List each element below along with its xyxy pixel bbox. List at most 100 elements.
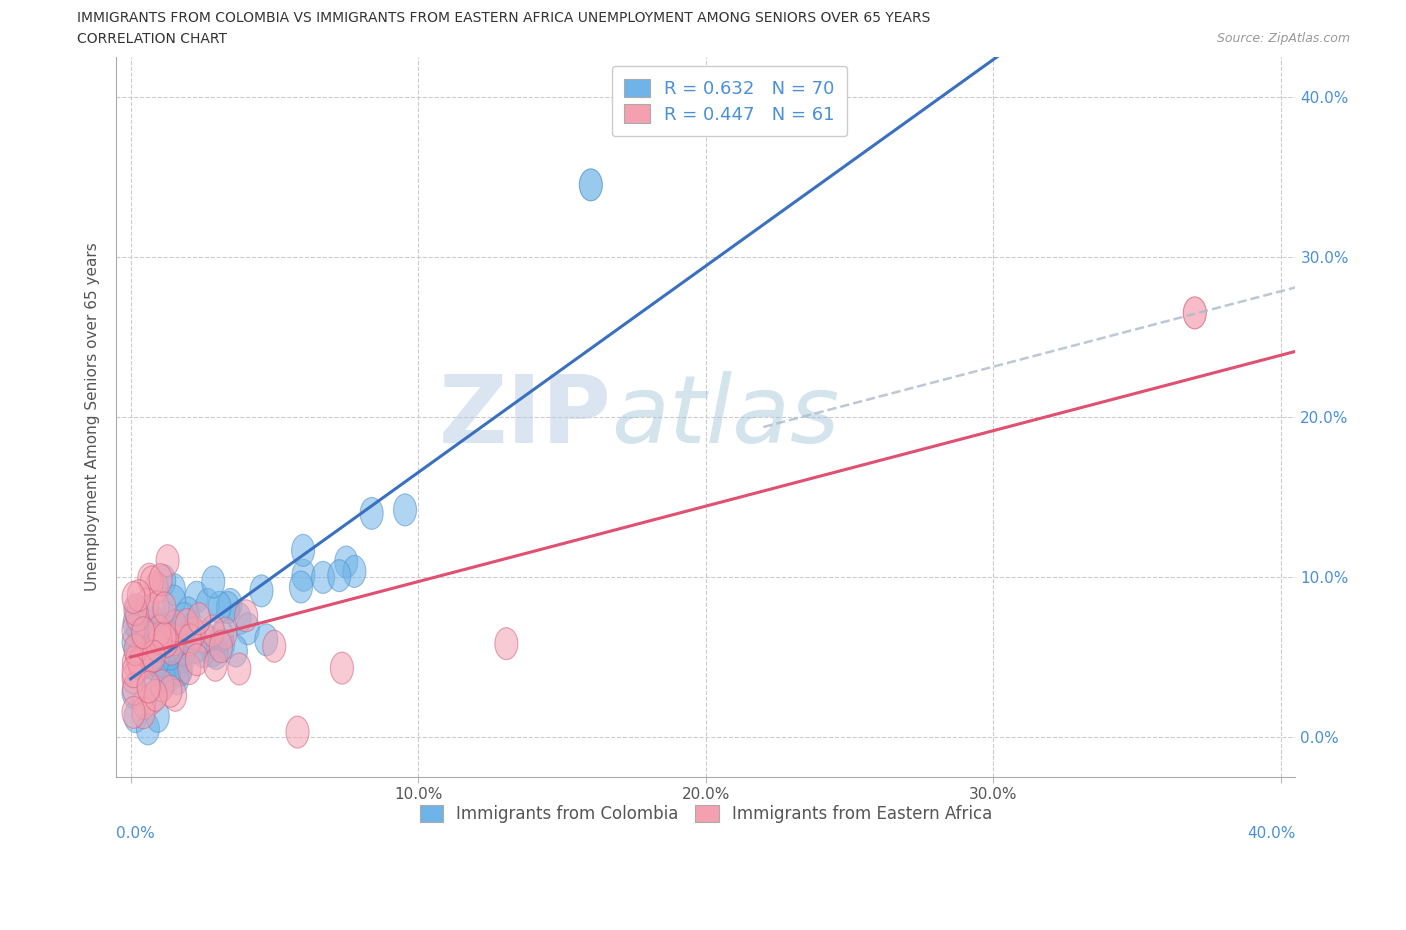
Ellipse shape [146,591,169,623]
Ellipse shape [145,631,169,662]
Ellipse shape [159,621,181,653]
Ellipse shape [124,607,146,639]
Ellipse shape [177,653,201,684]
Ellipse shape [127,642,149,674]
Ellipse shape [173,634,195,666]
Ellipse shape [291,535,315,566]
Y-axis label: Unemployment Among Seniors over 65 years: Unemployment Among Seniors over 65 years [86,243,100,591]
Ellipse shape [142,648,166,680]
Ellipse shape [136,588,159,620]
Ellipse shape [127,609,149,642]
Ellipse shape [176,597,200,629]
Ellipse shape [180,613,204,645]
Ellipse shape [290,571,312,603]
Ellipse shape [163,631,187,663]
Ellipse shape [201,566,225,598]
Ellipse shape [335,546,357,578]
Ellipse shape [122,581,145,614]
Ellipse shape [125,600,149,631]
Ellipse shape [228,603,252,634]
Text: Source: ZipAtlas.com: Source: ZipAtlas.com [1216,32,1350,45]
Ellipse shape [394,494,416,525]
Ellipse shape [129,635,152,668]
Ellipse shape [149,564,172,595]
Ellipse shape [149,623,172,655]
Ellipse shape [132,697,155,729]
Ellipse shape [201,615,225,647]
Ellipse shape [143,606,166,638]
Ellipse shape [141,566,163,598]
Ellipse shape [191,620,215,653]
Ellipse shape [201,635,224,667]
Ellipse shape [167,635,191,667]
Ellipse shape [143,679,167,711]
Ellipse shape [183,618,205,649]
Ellipse shape [166,663,188,695]
Ellipse shape [330,652,353,684]
Ellipse shape [136,622,160,654]
Ellipse shape [128,647,150,680]
Ellipse shape [138,671,160,703]
Ellipse shape [155,625,179,658]
Legend: Immigrants from Colombia, Immigrants from Eastern Africa: Immigrants from Colombia, Immigrants fro… [409,795,1002,833]
Ellipse shape [153,591,176,624]
Ellipse shape [254,624,278,656]
Ellipse shape [219,589,242,620]
Ellipse shape [292,559,315,591]
Ellipse shape [145,571,167,604]
Ellipse shape [153,622,176,654]
Ellipse shape [146,645,169,677]
Ellipse shape [217,591,239,624]
Ellipse shape [153,665,177,697]
Ellipse shape [152,660,176,693]
Ellipse shape [176,608,198,641]
Ellipse shape [153,565,176,597]
Ellipse shape [198,626,222,658]
Ellipse shape [173,603,195,634]
Ellipse shape [228,653,250,684]
Ellipse shape [135,595,159,627]
Ellipse shape [160,633,183,665]
Ellipse shape [138,641,160,672]
Ellipse shape [186,581,208,613]
Ellipse shape [157,631,181,663]
Ellipse shape [128,579,150,612]
Ellipse shape [250,575,273,607]
Ellipse shape [236,613,259,644]
Ellipse shape [146,700,169,733]
Text: atlas: atlas [612,371,839,462]
Ellipse shape [285,716,309,748]
Ellipse shape [156,545,179,577]
Ellipse shape [124,700,148,733]
Ellipse shape [579,169,602,201]
Ellipse shape [132,687,156,720]
Ellipse shape [125,595,148,627]
Ellipse shape [174,625,198,657]
Text: 0.0%: 0.0% [117,826,155,841]
Ellipse shape [124,633,148,666]
Ellipse shape [186,644,208,676]
Ellipse shape [150,670,173,702]
Ellipse shape [129,648,153,681]
Ellipse shape [131,644,153,676]
Ellipse shape [179,624,201,656]
Ellipse shape [122,673,146,705]
Ellipse shape [163,610,187,642]
Ellipse shape [138,634,162,666]
Ellipse shape [173,641,195,672]
Ellipse shape [209,631,232,663]
Ellipse shape [122,646,145,679]
Ellipse shape [360,498,384,529]
Ellipse shape [122,676,145,709]
Ellipse shape [122,697,145,728]
Text: ZIP: ZIP [439,371,612,463]
Ellipse shape [495,628,517,659]
Text: IMMIGRANTS FROM COLOMBIA VS IMMIGRANTS FROM EASTERN AFRICA UNEMPLOYMENT AMONG SE: IMMIGRANTS FROM COLOMBIA VS IMMIGRANTS F… [77,11,931,25]
Text: 40.0%: 40.0% [1247,826,1295,841]
Ellipse shape [1184,297,1206,329]
Ellipse shape [159,675,181,707]
Ellipse shape [152,600,174,631]
Ellipse shape [163,585,186,618]
Ellipse shape [159,638,183,670]
Ellipse shape [165,614,187,646]
